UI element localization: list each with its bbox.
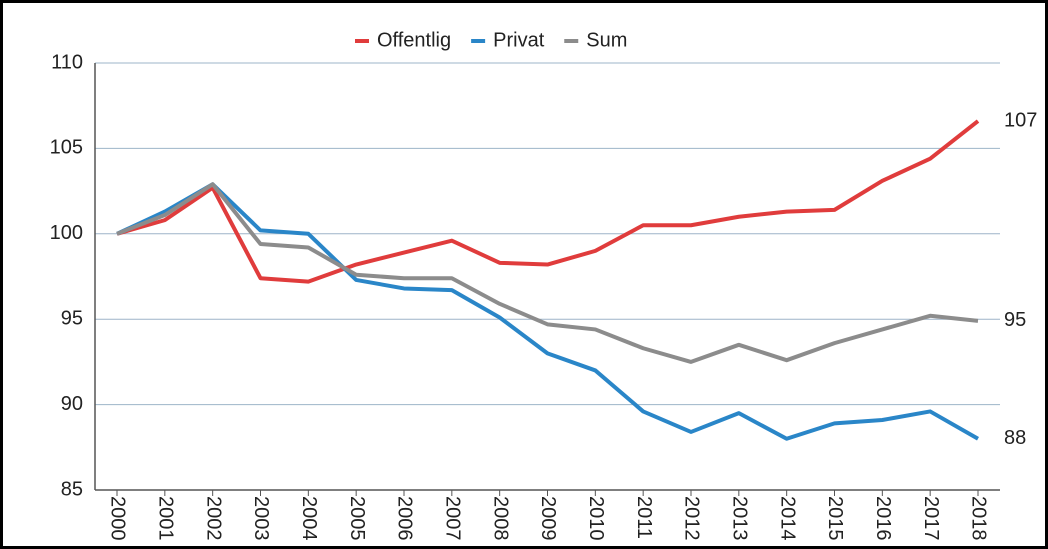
y-tick-label: 90	[61, 393, 83, 415]
x-tick-label: 2002	[202, 496, 224, 541]
x-tick-label: 2008	[489, 496, 511, 541]
series-line	[116, 182, 979, 441]
x-tick-label: 2010	[585, 496, 607, 541]
x-tick-label: 2018	[968, 496, 990, 541]
series-line	[116, 119, 980, 284]
legend-label: Offentlig	[377, 29, 451, 51]
x-tick-label: 2005	[346, 496, 368, 541]
x-tick-label: 2003	[250, 496, 272, 541]
series-line	[116, 182, 979, 364]
x-tick-label: 2014	[776, 496, 798, 541]
y-tick-label: 110	[51, 51, 83, 73]
end-label: 95	[1004, 309, 1026, 331]
y-tick-label: 95	[61, 307, 83, 329]
legend-label: Sum	[586, 29, 627, 51]
x-tick-label: 2004	[298, 496, 320, 541]
x-tick-label: 2007	[442, 496, 464, 541]
x-tick-label: 2001	[155, 496, 177, 541]
x-tick-label: 2009	[537, 496, 559, 541]
x-tick-label: 2013	[729, 496, 751, 541]
x-tick-label: 2015	[824, 496, 846, 541]
y-tick-label: 100	[50, 222, 83, 244]
x-tick-label: 2011	[633, 496, 655, 539]
y-tick-label: 85	[61, 478, 83, 500]
x-tick-label: 2016	[872, 496, 894, 541]
legend-label: Privat	[493, 29, 545, 51]
x-tick-label: 2017	[920, 496, 942, 541]
x-tick-label: 2000	[107, 496, 129, 541]
y-tick-label: 105	[50, 137, 83, 159]
x-tick-label: 2006	[394, 496, 416, 541]
x-tick-label: 2012	[681, 496, 703, 541]
end-label: 107	[1004, 109, 1037, 131]
end-label: 88	[1004, 427, 1026, 449]
